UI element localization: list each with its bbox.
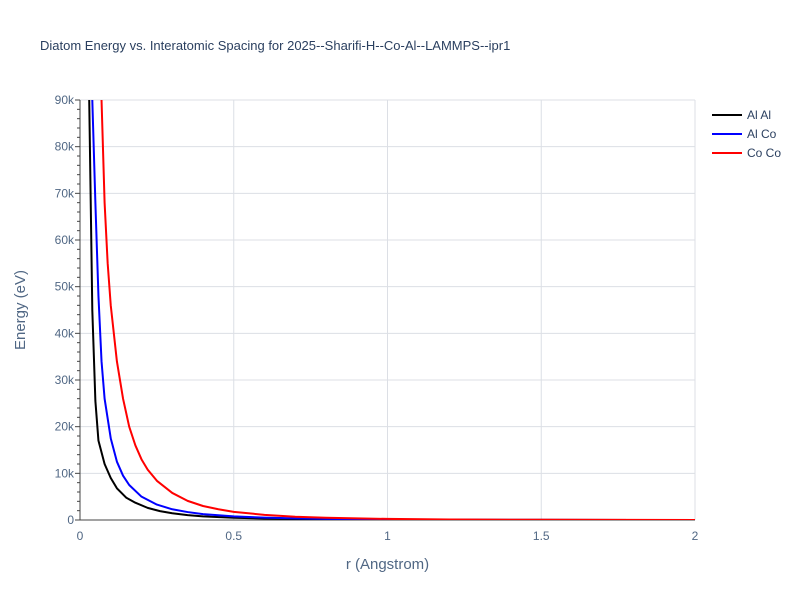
series-lines [88,100,695,520]
y-tick-label: 10k [55,466,75,480]
legend-item[interactable]: Al Co [712,127,777,141]
legend-label: Al Al [747,108,771,122]
y-tick-label: 70k [55,186,75,200]
x-tick-label: 1 [384,529,391,543]
chart-title: Diatom Energy vs. Interatomic Spacing fo… [40,38,510,53]
legend[interactable]: Al Al Al Co Co Co [712,108,781,160]
y-tick-label: 30k [55,373,75,387]
legend-label: Co Co [747,146,781,160]
y-tick-label: 0 [67,513,74,527]
x-tick-label: 1.5 [533,529,550,543]
series-line-2 [100,100,695,520]
y-axis-title: Energy (eV) [12,270,29,350]
y-tick-label: 50k [55,280,75,294]
y-tick-label: 40k [55,326,75,340]
series-line-1 [91,100,695,520]
y-tick-label: 60k [55,233,75,247]
y-tick-label: 20k [55,420,75,434]
x-axis-title: r (Angstrom) [346,556,429,573]
x-tick-label: 0.5 [225,529,242,543]
y-tick-label: 90k [55,93,75,107]
legend-item[interactable]: Co Co [712,146,781,160]
axis-ticks: 0 0.5 1 1.5 2 0 10k 20k 30k 40k 50k 60k 70k 80k 90k [55,93,699,543]
x-tick-label: 2 [692,529,699,543]
y-tick-label: 80k [55,140,75,154]
legend-label: Al Co [747,127,777,141]
x-tick-label: 0 [77,529,84,543]
grid-lines [80,99,696,520]
series-line-0 [88,100,695,520]
legend-item[interactable]: Al Al [712,108,771,122]
